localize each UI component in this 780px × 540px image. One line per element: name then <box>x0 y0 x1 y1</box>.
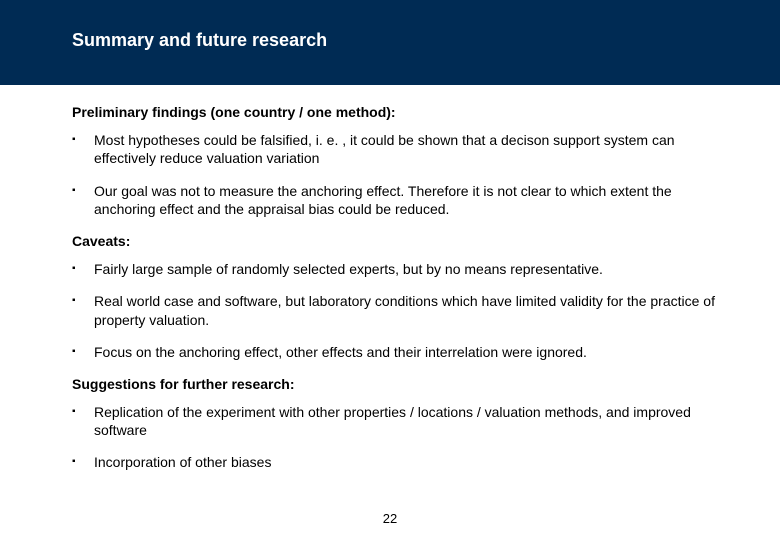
list-item: Incorporation of other biases <box>72 453 720 471</box>
list-item: Focus on the anchoring effect, other eff… <box>72 343 720 361</box>
list-item: Fairly large sample of randomly selected… <box>72 260 720 278</box>
suggestions-list: Replication of the experiment with other… <box>72 403 720 472</box>
caveats-list: Fairly large sample of randomly selected… <box>72 260 720 361</box>
section-heading-findings: Preliminary findings (one country / one … <box>72 103 720 121</box>
findings-list: Most hypotheses could be falsified, i. e… <box>72 131 720 218</box>
section-heading-caveats: Caveats: <box>72 232 720 250</box>
list-item: Most hypotheses could be falsified, i. e… <box>72 131 720 167</box>
list-item: Real world case and software, but labora… <box>72 292 720 328</box>
slide: Summary and future research Preliminary … <box>0 0 780 540</box>
list-item: Our goal was not to measure the anchorin… <box>72 182 720 218</box>
slide-content: Preliminary findings (one country / one … <box>0 85 780 472</box>
title-bar: Summary and future research <box>0 0 780 85</box>
section-heading-suggestions: Suggestions for further research: <box>72 375 720 393</box>
page-number: 22 <box>0 511 780 526</box>
slide-title: Summary and future research <box>72 30 780 51</box>
list-item: Replication of the experiment with other… <box>72 403 720 439</box>
